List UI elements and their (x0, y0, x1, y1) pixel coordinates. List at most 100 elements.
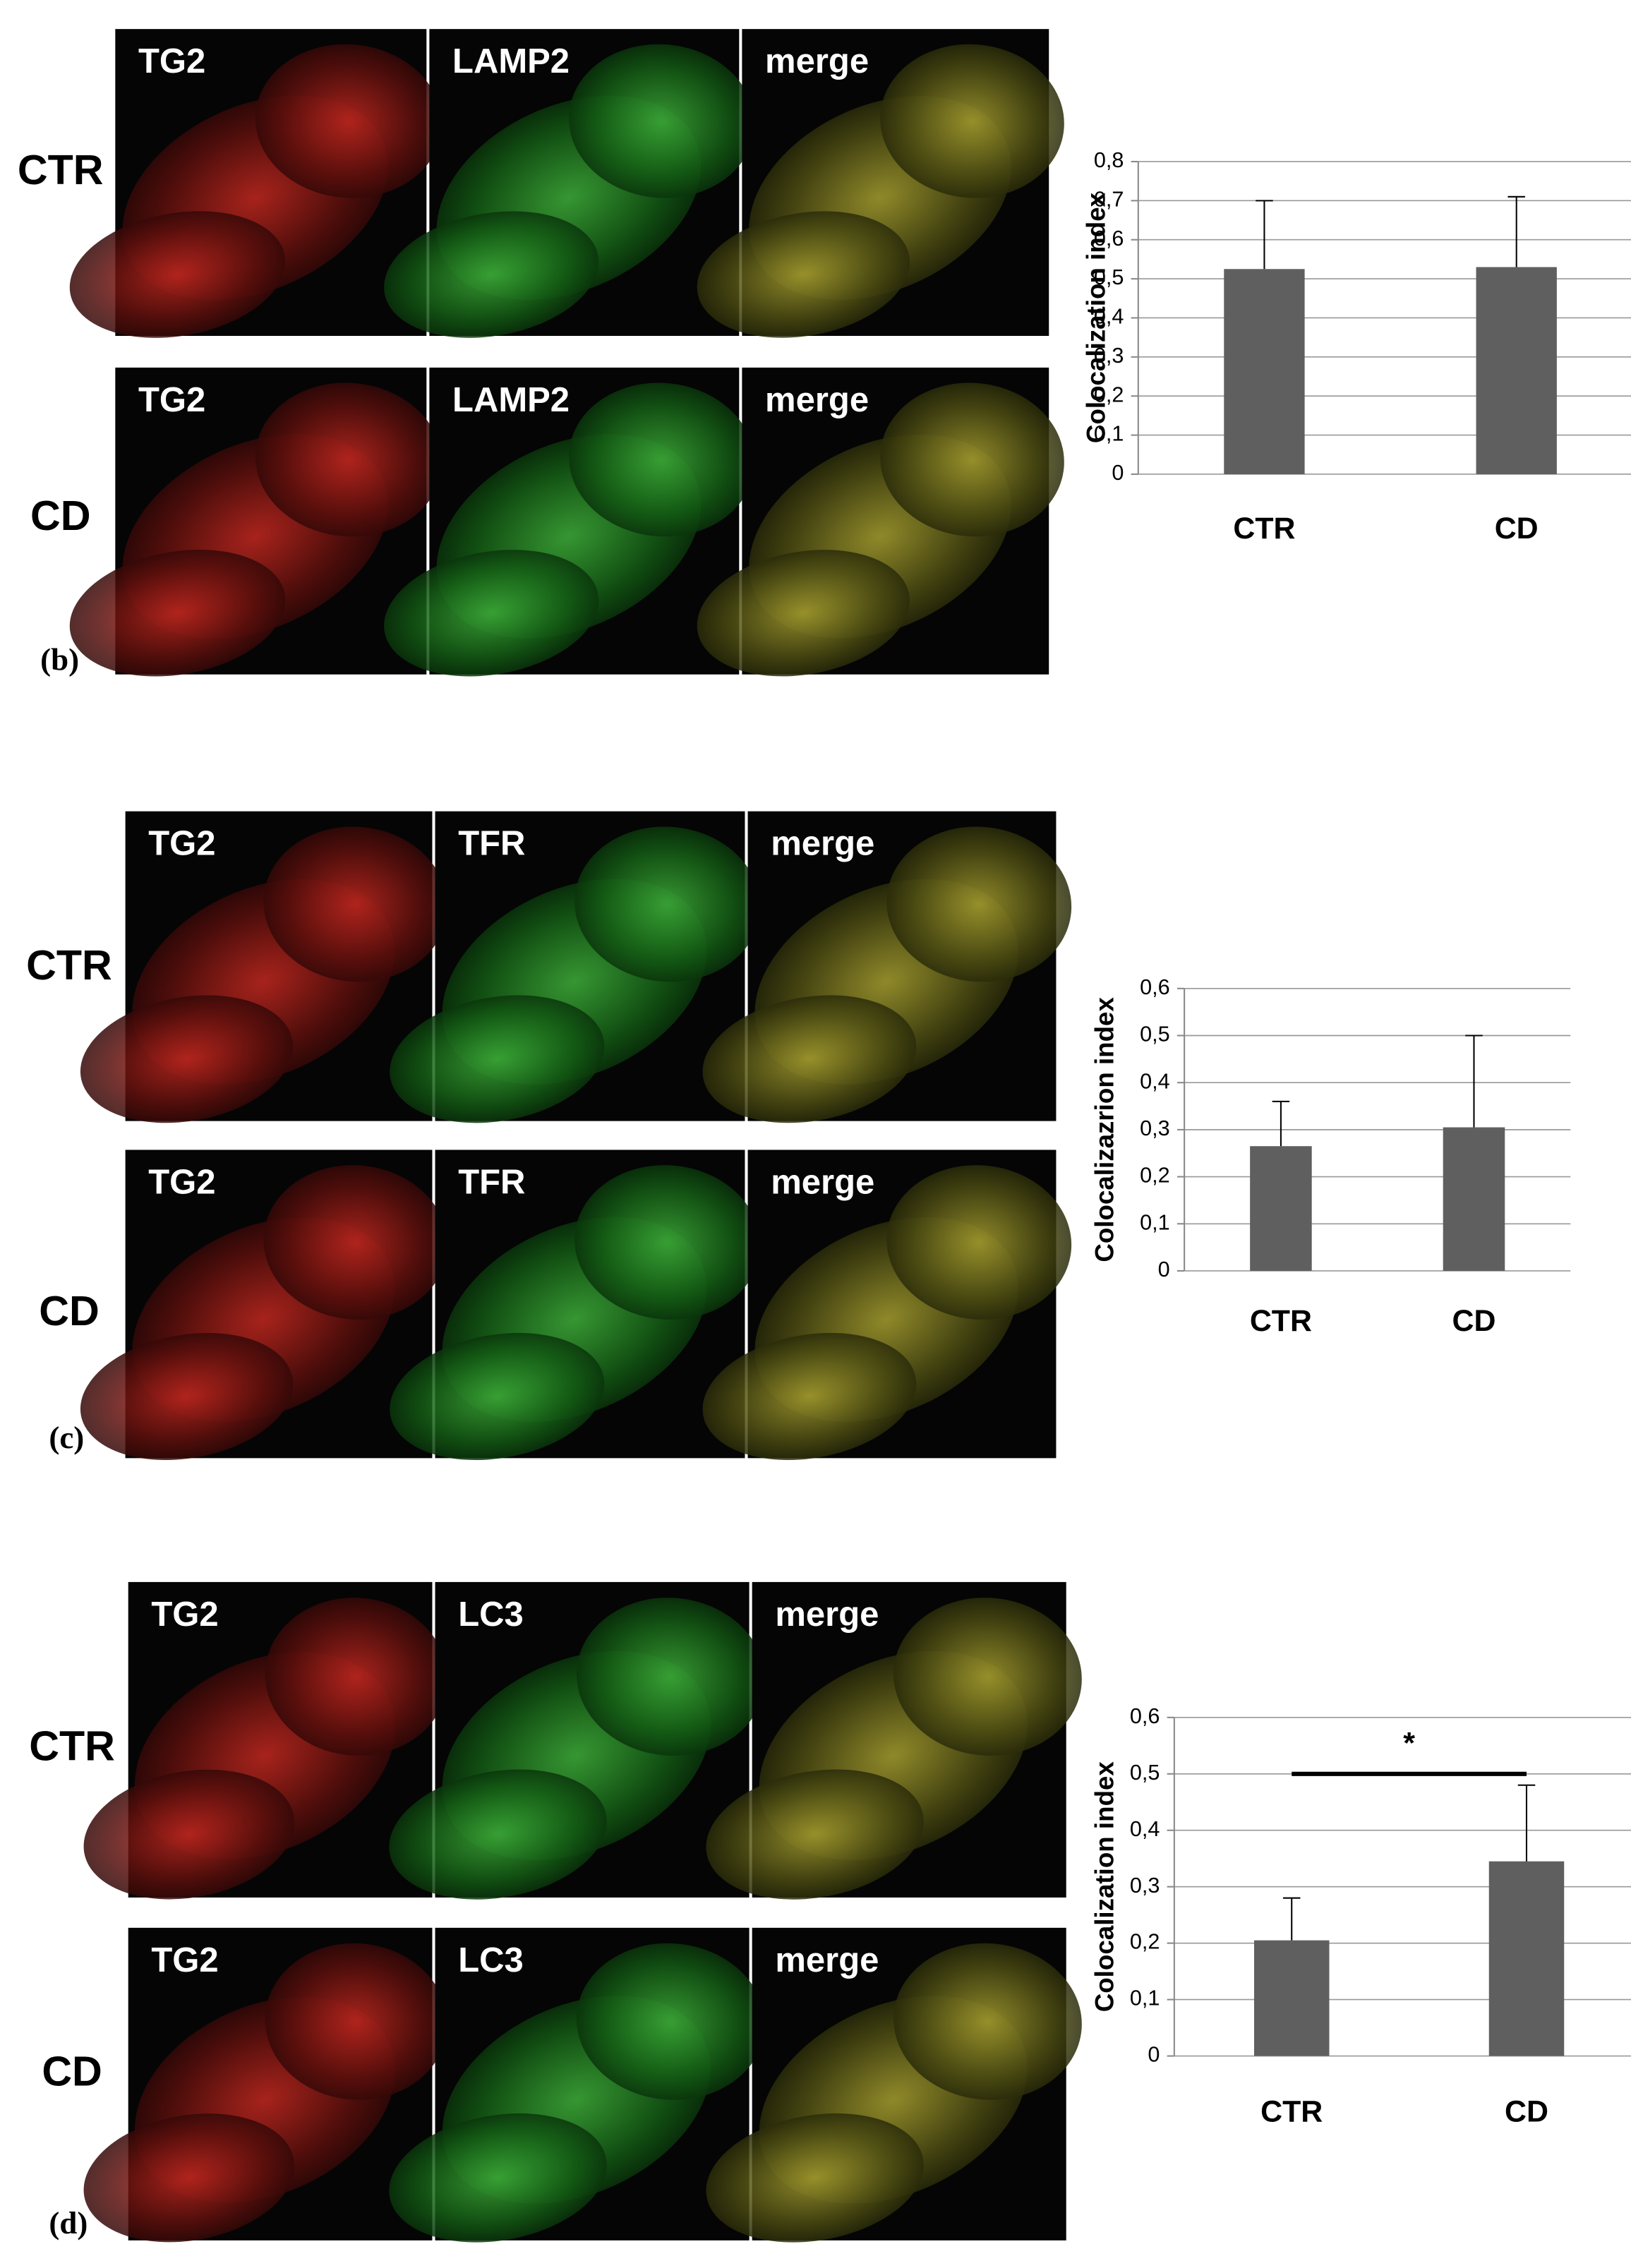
row-label: CTR (26, 941, 112, 989)
bar (1224, 269, 1305, 474)
cell (390, 995, 605, 1123)
cell (893, 1598, 1082, 1756)
bar (1253, 1940, 1330, 2056)
y-tick-label: 0 (1158, 1257, 1170, 1281)
cell (263, 826, 448, 982)
y-tick-label: 0 (1148, 2043, 1160, 2067)
x-tick-label: CD (1505, 2095, 1548, 2129)
cell (389, 1769, 607, 1900)
channel-label: LAMP2 (452, 42, 570, 80)
cell (576, 1943, 765, 2100)
bar (1488, 1861, 1565, 2056)
error-bar (1256, 200, 1273, 270)
channel-label: LAMP2 (452, 381, 570, 419)
channel-label: TFR (458, 1163, 525, 1201)
cell (569, 382, 755, 537)
cell (80, 995, 294, 1123)
panel-label: (c) (49, 1420, 84, 1455)
y-tick-label: 0,2 (1094, 382, 1124, 406)
panel-label: (b) (40, 642, 79, 677)
error-bar (1282, 1897, 1301, 1941)
row-label: CD (42, 2048, 102, 2095)
channel-label: LC3 (458, 1941, 524, 1979)
y-axis-label: Colocalization index (1081, 192, 1110, 443)
y-tick-label: 0,3 (1140, 1116, 1170, 1140)
cell (697, 550, 910, 677)
y-axis-label: Colocalization index (1090, 1761, 1119, 2013)
cell (702, 1332, 917, 1461)
cell (697, 211, 910, 338)
y-tick-label: 0,4 (1130, 1817, 1160, 1841)
y-tick-label: 0,1 (1140, 1210, 1170, 1234)
row-label: CD (30, 492, 91, 539)
bar (1443, 1127, 1505, 1271)
panel-label: (d) (49, 2205, 88, 2240)
cell (390, 1332, 605, 1461)
cell (83, 2113, 295, 2243)
cell (83, 1769, 295, 1900)
y-tick-label: 0,6 (1130, 1704, 1160, 1728)
cell (893, 1943, 1082, 2100)
error-bar (1272, 1100, 1290, 1147)
cell (384, 550, 599, 677)
channel-label: TG2 (151, 1941, 218, 1979)
y-tick-label: 0,4 (1140, 1069, 1170, 1093)
cell (886, 826, 1072, 982)
y-tick-label: 0,6 (1140, 975, 1170, 999)
cell (880, 382, 1064, 537)
cell (384, 211, 599, 338)
channel-label: TG2 (151, 1596, 218, 1634)
channel-label: merge (765, 42, 869, 80)
y-tick-label: 0,2 (1140, 1164, 1170, 1188)
channel-label: TG2 (138, 381, 205, 419)
x-tick-label: CD (1495, 512, 1539, 545)
channel-label: TFR (458, 825, 525, 863)
cell (263, 1165, 448, 1320)
error-bar (1517, 1784, 1536, 1862)
y-axis-label: Colocalizazrion index (1090, 997, 1119, 1262)
y-tick-label: 0,2 (1130, 1930, 1160, 1954)
y-tick-label: 0,3 (1130, 1874, 1160, 1898)
x-tick-label: CTR (1233, 512, 1295, 545)
x-tick-label: CD (1452, 1304, 1496, 1338)
bar (1476, 267, 1557, 474)
bar (1250, 1146, 1312, 1271)
channel-label: merge (771, 1163, 874, 1201)
channel-label: merge (775, 1596, 879, 1634)
channel-label: TG2 (138, 42, 205, 80)
x-tick-label: CTR (1260, 2095, 1323, 2129)
cell (574, 1165, 761, 1320)
row-label: CTR (18, 146, 104, 193)
channel-label: TG2 (148, 1163, 215, 1201)
channel-label: TG2 (148, 825, 215, 863)
cell (265, 1943, 447, 2100)
x-tick-label: CTR (1250, 1304, 1312, 1338)
cell (569, 44, 755, 198)
cell (706, 2113, 924, 2243)
cell (69, 211, 286, 338)
y-tick-label: 0,7 (1094, 187, 1124, 211)
cell (255, 44, 443, 198)
cell (574, 826, 761, 982)
channel-label: LC3 (458, 1596, 524, 1634)
channel-label: merge (765, 381, 869, 419)
y-tick-label: 0,6 (1094, 227, 1124, 251)
y-tick-label: 0,1 (1130, 1986, 1160, 2010)
cell (255, 382, 443, 537)
channel-label: merge (775, 1941, 879, 1979)
y-tick-label: 0,5 (1094, 265, 1124, 289)
error-bar (1507, 195, 1525, 267)
error-bar (1465, 1035, 1483, 1128)
row-label: CTR (29, 1722, 115, 1769)
cell (389, 2113, 607, 2243)
row-label: CD (39, 1287, 100, 1334)
y-tick-label: 0,5 (1140, 1023, 1170, 1046)
y-tick-label: 0,4 (1094, 305, 1124, 329)
y-tick-label: 0,1 (1094, 422, 1124, 446)
cell (702, 995, 917, 1123)
cell (706, 1769, 924, 1900)
cell (886, 1165, 1072, 1320)
cell (69, 550, 286, 677)
cell (880, 44, 1064, 198)
